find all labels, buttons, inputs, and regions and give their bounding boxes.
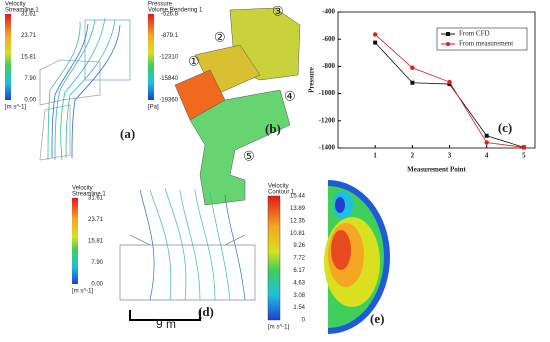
location-marker: ①: [188, 53, 200, 68]
colorbar-title: Pressure: [148, 2, 173, 8]
colorbar-title: Velocity: [268, 184, 289, 190]
point: [521, 145, 527, 150]
colorbar-subtitle: Volume Rendering 1: [148, 8, 203, 14]
colorbar-unit: [m s^-1]: [5, 105, 26, 111]
colorbar-tick-label: 9.26: [293, 243, 305, 249]
colorbar-title: Velocity: [72, 186, 93, 192]
colorbar-tick-label: -19360: [159, 98, 178, 104]
location-marker: ④: [284, 88, 296, 103]
x-axis-label: Measurement Point: [407, 166, 466, 174]
colorbar-tick-label: 13.89: [290, 206, 306, 212]
x-tick-label: 5: [522, 152, 526, 160]
x-tick-label: 4: [485, 152, 489, 160]
location-marker: ⑤: [243, 148, 255, 163]
colorbar-tick-label: 4.63: [293, 280, 305, 286]
colorbar-tick-label: 7.90: [91, 260, 103, 266]
colorbar-tick-label: 0: [302, 318, 306, 324]
colorbar-unit: [m s^-1]: [72, 289, 93, 295]
colorbar-tick-label: 15.44: [290, 194, 306, 200]
x-tick-label: 1: [373, 152, 377, 160]
scale-label: 9 m: [156, 317, 176, 331]
y-tick-label: -1200: [319, 116, 336, 124]
point: [372, 32, 378, 37]
colorbar: [5, 14, 11, 100]
legend-marker: [446, 42, 450, 46]
y-axis-label: Pressure: [308, 67, 316, 93]
point: [373, 40, 378, 45]
colorbar-tick-label: 12.35: [290, 218, 306, 224]
location-marker: ③: [272, 3, 284, 18]
colorbar-tick-label: 1.54: [293, 305, 305, 311]
colorbar-tick-label: -15840: [159, 76, 178, 82]
colorbar-tick-label: -12310: [159, 55, 178, 61]
colorbar-unit: [m s^-1]: [268, 325, 289, 331]
colorbar-tick-label: -526.8: [161, 12, 179, 18]
colorbar-tick-label: 7.72: [293, 256, 305, 262]
scale-bar: [129, 310, 201, 321]
point: [447, 79, 452, 85]
point: [410, 65, 415, 70]
colorbar-tick-label: 15.81: [88, 239, 104, 245]
colorbar-tick-label: 31.61: [21, 12, 37, 18]
panel-b-drawing: [174, 7, 301, 206]
colorbar-subtitle: Contour 1: [268, 190, 295, 196]
x-tick-label: 3: [448, 152, 452, 160]
legend-label: From CFD: [459, 30, 490, 38]
colorbar: [72, 198, 78, 284]
colorbar-tick-label: 0.00: [24, 98, 36, 104]
panel-label: (b): [265, 121, 281, 136]
panel-label: (a): [120, 126, 135, 141]
panel-e-drawing: [324, 180, 390, 334]
colorbar-title: Velocity: [5, 2, 26, 8]
colorbar-tick-label: 6.17: [293, 268, 305, 274]
panel-label: (c): [498, 120, 512, 135]
y-tick-label: -1400: [319, 144, 336, 152]
colorbar-tick-label: 23.71: [88, 217, 104, 223]
plot-frame: [337, 11, 536, 149]
legend-marker: [446, 32, 450, 36]
panel-label: (d): [198, 304, 214, 319]
colorbar-subtitle: Streamline 1: [72, 192, 106, 198]
point: [484, 140, 489, 145]
colorbar-tick-label: 7.90: [24, 76, 36, 82]
panel-a-drawing: [39, 17, 131, 161]
panel-label: (e): [370, 311, 384, 326]
colorbar-tick-label: 10.81: [290, 231, 306, 237]
x-tick-label: 2: [411, 152, 415, 160]
colorbar-tick-label: -879.1: [161, 33, 179, 39]
point: [484, 133, 489, 138]
colorbar-tick-label: 0.00: [91, 282, 103, 288]
y-tick-label: -600: [322, 35, 335, 43]
colorbar: [267, 195, 281, 321]
colorbar-tick-label: 31.61: [88, 196, 104, 202]
y-tick-label: -800: [322, 62, 335, 70]
colorbar-subtitle: Streamline 1: [5, 8, 39, 14]
panel-d-drawing: [119, 187, 256, 301]
location-marker: ②: [214, 29, 226, 44]
colorbar-tick-label: 23.71: [21, 33, 37, 39]
colorbar-tick-label: 15.81: [21, 55, 37, 61]
legend-label: From measurement: [459, 40, 513, 48]
colorbar-unit: [Pa]: [148, 105, 159, 111]
point: [410, 80, 415, 85]
colorbar-tick-label: 3.08: [293, 293, 305, 299]
colorbar: [148, 14, 154, 100]
y-tick-label: -400: [322, 8, 335, 16]
legend-box: [436, 27, 528, 51]
y-tick-label: -1000: [319, 89, 336, 97]
